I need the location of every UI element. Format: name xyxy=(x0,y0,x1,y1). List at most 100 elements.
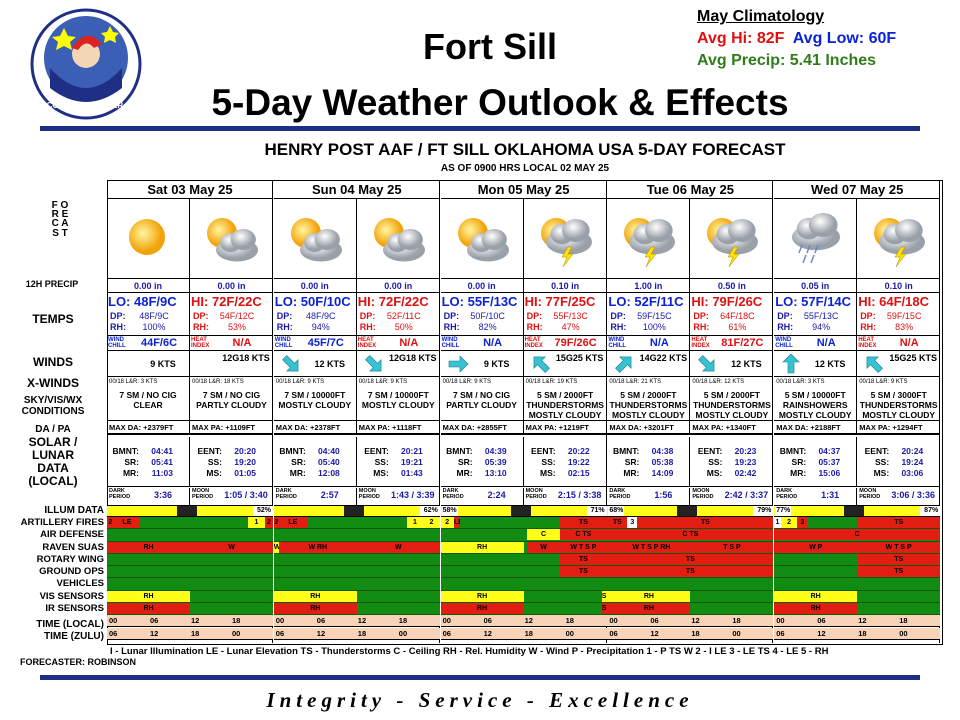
row-label-dapa: DA / PA xyxy=(35,424,71,435)
time-tick: 12 xyxy=(191,616,200,625)
wind-arrow-icon xyxy=(530,354,552,374)
forecast-table xyxy=(107,180,943,645)
impact-block: LE xyxy=(113,517,141,528)
time-zulu-row: 06 12 18 00 xyxy=(440,628,607,640)
crosswind: 00/18 L&R: 9 KTS xyxy=(274,377,357,387)
illum-pct: 79% xyxy=(757,506,772,516)
impact-block: RH xyxy=(107,602,190,614)
time-local-row: 00 06 12 18 xyxy=(440,615,607,627)
impact-row: C TS xyxy=(607,529,774,542)
time-tick: 00 xyxy=(398,629,408,638)
time-tick: 00 xyxy=(109,616,118,625)
wind-speed: 15G25 KTS xyxy=(555,353,604,363)
precip-value: 0.50 in xyxy=(690,279,774,293)
impact-row: W T S P RH T S P xyxy=(607,541,774,554)
impact-row: RH xyxy=(774,602,941,615)
time-tick: 18 xyxy=(858,629,867,638)
time-tick: 18 xyxy=(191,629,200,638)
dewpoint-humidity: DP: 64F/18C RH: 61% xyxy=(693,311,755,332)
day-header: Mon 05 May 25 xyxy=(440,180,607,199)
time-tick: 00 xyxy=(776,616,785,625)
impact-row: RH W xyxy=(107,541,273,554)
low-temp: LO: 52F/11C xyxy=(607,293,691,311)
day-column: Mon 05 May 25 0.00 in LO: 55F/13C DP: 50F/10… xyxy=(440,180,607,643)
impact-row: RH xyxy=(107,590,273,603)
time-tick: 00 xyxy=(565,629,574,638)
impact-block: C TS xyxy=(560,529,607,541)
illum-period: MOON PERIOD 3:06 / 3:36 xyxy=(857,488,941,506)
illum-bar: 62% xyxy=(273,506,440,517)
time-tick: 00 xyxy=(232,629,241,638)
impact-row: RH xyxy=(273,590,440,603)
partly-cloudy-icon xyxy=(273,199,357,279)
high-temp: HI: 72F/22C xyxy=(191,294,262,309)
time-local-row: 00 06 12 18 xyxy=(273,615,440,627)
illum-period: DARK PERIOD 2:24 xyxy=(440,488,524,506)
thunderstorm-icon xyxy=(690,199,774,279)
time-tick: 06 xyxy=(316,616,326,625)
time-local-row: 00 06 12 18 xyxy=(107,615,273,627)
impact-block: TS xyxy=(607,553,774,565)
impact-block: W xyxy=(356,541,440,553)
row-label-winds: WINDS xyxy=(33,355,73,369)
time-zulu-row: 06 12 18 00 xyxy=(107,628,273,640)
dewpoint-humidity: DP: 50F/10C RH: 82% xyxy=(441,311,524,335)
thunderstorm-icon xyxy=(857,199,941,279)
impact-row: 1 2 3 TS xyxy=(774,517,941,530)
impact-block: LE xyxy=(278,517,307,528)
precip-value: 0.00 in xyxy=(440,279,524,293)
density-altitude: MAX PA: +1219FT xyxy=(523,421,607,435)
sky-conditions: 5 SM / 2000FT THUNDERSTORMS MOSTLY CLOUDY xyxy=(690,387,774,421)
time-tick: 18 xyxy=(524,629,533,638)
wind-cell: 9 KTS xyxy=(107,351,190,377)
solar-right: EENT: 20:21 SS: 19:21 MS: 01:43 xyxy=(356,437,440,487)
row-label-impact: VIS SENSORS xyxy=(39,590,104,602)
impact-row xyxy=(607,578,774,591)
density-altitude: MAX PA: +1109FT xyxy=(190,421,273,435)
dewpoint-humidity: DP: 55F/13C RH: 94% xyxy=(774,311,858,335)
row-label-time-local: TIME (LOCAL) xyxy=(36,619,104,630)
time-tick: 06 xyxy=(275,629,285,638)
impact-block: TS xyxy=(560,566,607,577)
impact-block: TS xyxy=(607,566,774,577)
forecast-title: HENRY POST AAF / FT SILL OKLAHOMA USA 5-… xyxy=(264,140,786,159)
sky-conditions: 7 SM / NO CIG PARTLY CLOUDY xyxy=(440,387,524,421)
wind-arrow-icon xyxy=(863,354,885,374)
heat-index: HEAT INDEX 79F/26C xyxy=(523,335,607,351)
wind-cell: 12G18 KTS xyxy=(356,351,440,377)
crosswind: 00/18 L&R: 9 KTS xyxy=(441,377,524,387)
day-column: Wed 07 May 25 0.05 in LO: 57F/14C DP: 55F/13… xyxy=(774,180,941,643)
impact-row: TS xyxy=(607,566,774,579)
impact-row: TS xyxy=(607,553,774,566)
impact-block: S xyxy=(601,590,607,602)
wind-speed: 12 KTS xyxy=(814,359,846,369)
illum-pct-left: 77% xyxy=(775,506,792,516)
illum-period: DARK PERIOD 3:36 xyxy=(107,488,190,506)
illum-period: MOON PERIOD 2:15 / 3:38 xyxy=(523,488,607,506)
impact-row: 2 LE 1 2 xyxy=(273,517,440,530)
forecaster: FORECASTER: ROBINSON xyxy=(20,657,137,667)
density-altitude: MAX PA: +1118FT xyxy=(356,421,440,435)
wind-cell: 12 KTS xyxy=(273,351,357,377)
avg-precip: Avg Precip: 5.41 Inches xyxy=(697,52,877,69)
crosswind: 00/18 L&R: 21 KTS xyxy=(607,377,691,387)
wind-chill: WIND CHILL 45F/7C xyxy=(273,335,357,351)
impact-block: W T S P xyxy=(560,541,607,553)
sky-conditions: 7 SM / 10000FT MOSTLY CLOUDY xyxy=(273,387,357,421)
wind-cell: 12G18 KTS xyxy=(190,351,273,377)
motto: Integrity - Service - Excellence xyxy=(266,688,694,712)
wind-chill: WIND CHILL N/A xyxy=(440,335,524,351)
impact-block: 3 xyxy=(627,517,638,528)
time-tick: 00 xyxy=(899,629,908,638)
crosswind: 00/18 L&R: 9 KTS xyxy=(859,379,908,385)
density-altitude: MAX PA: +1340FT xyxy=(690,421,774,435)
wind-cell: 15G25 KTS xyxy=(857,351,941,377)
impact-row: RH S xyxy=(440,602,607,615)
illum-bar: 58% 71% xyxy=(440,506,607,517)
impact-block: C xyxy=(774,529,941,541)
time-tick: 12 xyxy=(150,629,159,638)
sky-conditions: 5 SM / 2000FT THUNDERSTORMS MOSTLY CLOUDY xyxy=(523,387,607,421)
illum-bar: 77% 87% xyxy=(774,506,941,517)
